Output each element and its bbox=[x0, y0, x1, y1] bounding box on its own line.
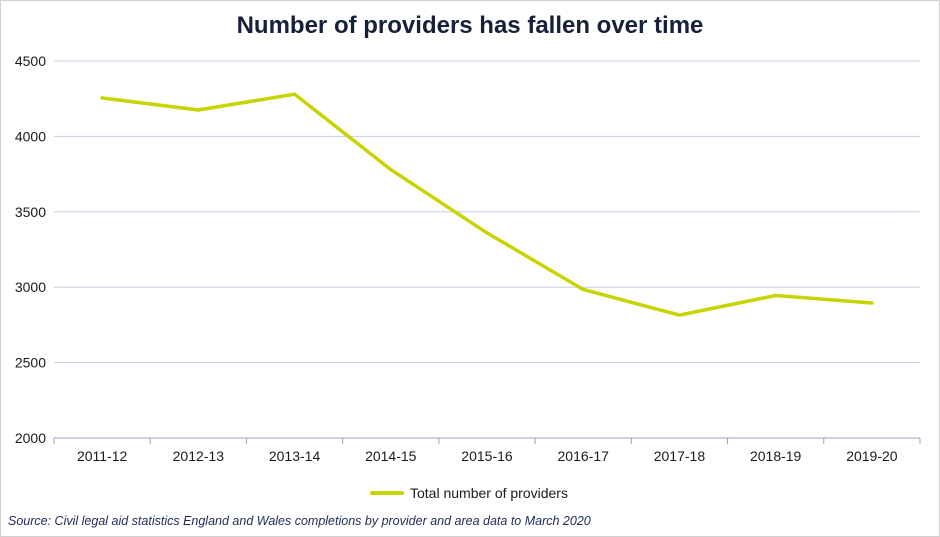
x-tick-label: 2014-15 bbox=[365, 448, 417, 464]
data-point bbox=[581, 287, 585, 291]
x-tick-label: 2013-14 bbox=[269, 448, 321, 464]
y-tick-label: 4500 bbox=[15, 53, 46, 69]
data-point bbox=[196, 108, 200, 112]
x-tick-label: 2016-17 bbox=[558, 448, 610, 464]
x-axis-ticks: 2011-12 2012-13 2013-14 2014-15 2015-16 2016-… bbox=[77, 448, 898, 464]
y-tick-label: 3500 bbox=[15, 204, 46, 220]
source-note: Source: Civil legal aid statistics Engla… bbox=[8, 514, 591, 528]
x-tick-label: 2015-16 bbox=[461, 448, 513, 464]
chart-title: Number of providers has fallen over time bbox=[236, 12, 704, 39]
legend-swatch bbox=[370, 491, 404, 495]
y-axis-ticks: 2000 2500 3000 3500 4000 4500 bbox=[15, 53, 46, 446]
x-tick-label: 2018-19 bbox=[750, 448, 802, 464]
data-point bbox=[100, 96, 104, 100]
legend-label: Total number of providers bbox=[410, 485, 568, 501]
y-tick-label: 2000 bbox=[15, 430, 46, 446]
x-tick-label: 2011-12 bbox=[77, 448, 128, 464]
legend: Total number of providers bbox=[370, 485, 568, 501]
x-tick-label: 2019-20 bbox=[846, 448, 898, 464]
data-point bbox=[774, 293, 778, 297]
data-point bbox=[293, 92, 297, 96]
data-point bbox=[485, 231, 489, 235]
x-tick-label: 2017-18 bbox=[654, 448, 706, 464]
data-point bbox=[870, 301, 874, 305]
data-point bbox=[677, 313, 681, 317]
series-line bbox=[100, 92, 874, 317]
gridlines bbox=[54, 60, 920, 364]
series-group bbox=[100, 92, 874, 317]
x-axis bbox=[53, 437, 921, 444]
data-point bbox=[389, 168, 393, 172]
y-tick-label: 4000 bbox=[15, 128, 46, 144]
y-tick-label: 3000 bbox=[15, 279, 46, 295]
y-tick-label: 2500 bbox=[15, 355, 46, 371]
x-tick-label: 2012-13 bbox=[173, 448, 225, 464]
